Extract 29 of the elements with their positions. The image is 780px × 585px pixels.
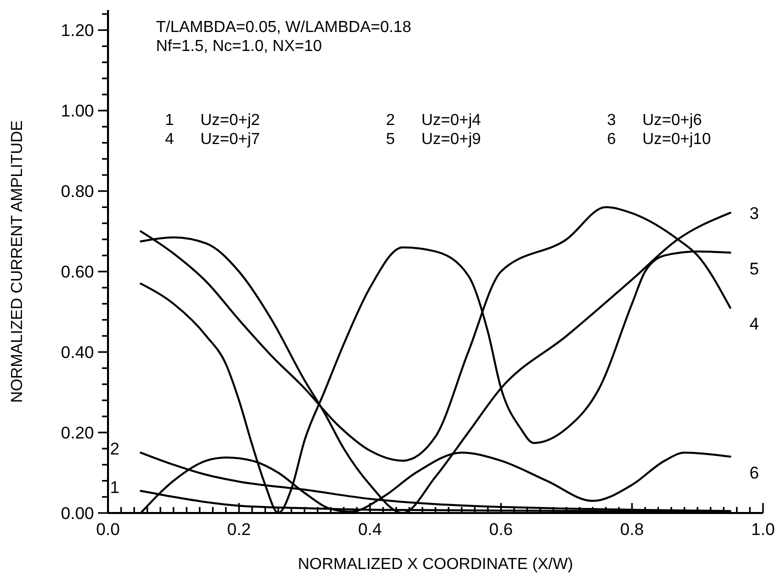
y-tick-label: 1.00 [60,102,94,121]
y-tick-label: 0.80 [60,182,94,202]
annotation: 5 [750,260,759,279]
text: 5 Uz=0+j9 [386,131,481,148]
x-tick-label: 0.4 [358,520,382,539]
x-tick-label: 0.0 [96,520,120,539]
y-tick-label: 0.40 [60,342,94,362]
annotation: T/LAMBDA=0.05, W/LAMBDA=0.18 [156,19,412,36]
x-tick-label: 1.0 [751,520,775,539]
text: 3 Uz=0+j6 [607,112,702,129]
x-tick-label: 0.2 [227,520,251,539]
text: 6 Uz=0+j10 [607,131,711,148]
annotation: 4 [750,314,759,334]
y-tick-label: 0.00 [60,504,94,523]
annotation: 1 [110,478,120,497]
y-axis-title: NORMALIZED CURRENT AMPLITUDE [9,120,26,403]
annotation: Nf=1.5, Nc=1.0, NX=10 [156,38,322,55]
annotation: 3 [750,204,759,223]
x-axis-title: NORMALIZED X COORDINATE (X/W) [298,556,574,573]
x-tick-label: 0.6 [489,520,513,539]
text: 4 Uz=0+j7 [165,131,260,148]
text: 1 Uz=0+j2 [165,112,260,129]
y-tick-label: 0.20 [60,423,94,442]
x-tick-label: 0.8 [620,520,644,539]
annotation: 6 [750,464,759,483]
annotation: 2 [110,440,120,459]
y-tick-label: 0.60 [60,262,94,282]
text: 2 Uz=0+j4 [386,112,481,129]
y-tick-label: 1.20 [60,21,94,40]
